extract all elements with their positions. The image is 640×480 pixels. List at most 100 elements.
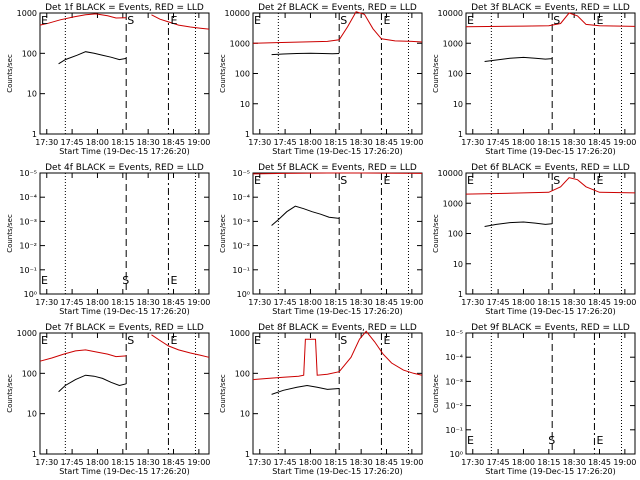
x-tick-label: 18:45 <box>375 458 398 467</box>
x-tick-label: 19:00 <box>400 298 423 307</box>
chart-panel: Det 7f BLACK = Events, RED = LLD 1 10 100 10… <box>6 323 210 476</box>
x-tick-label: 18:45 <box>375 298 398 307</box>
y-tick-label: 10⁻³ <box>232 217 250 226</box>
y-tick-label: 100 <box>235 369 250 378</box>
y-tick-label: 1000 <box>443 39 463 48</box>
y-tick-label: 10⁻³ <box>445 377 463 386</box>
chart-title: Det 8f BLACK = Events, RED = LLD <box>258 323 417 333</box>
y-tick-label: 10⁻¹ <box>232 266 250 275</box>
x-axis-label: Start Time (19-Dec-15 17:26:20) <box>485 307 616 316</box>
x-tick-label: 18:30 <box>137 138 160 147</box>
y-tick-label: 100 <box>22 49 37 58</box>
y-tick-label: 100 <box>448 70 463 79</box>
corner-marker-label: E <box>41 334 48 347</box>
start-marker-label: S <box>127 334 134 347</box>
lld-series-line <box>151 14 210 30</box>
y-tick-label: 100 <box>448 230 463 239</box>
lld-series-line <box>151 334 210 358</box>
start-marker-label: S <box>340 174 347 187</box>
x-tick-label: 18:45 <box>162 298 185 307</box>
x-tick-label: 18:30 <box>563 298 586 307</box>
x-tick-label: 17:30 <box>35 458 58 467</box>
y-axis-label: Counts/sec <box>432 54 440 93</box>
y-tick-label: 10⁰ <box>237 290 250 299</box>
y-tick-label: 1 <box>245 450 250 459</box>
x-tick-label: 18:00 <box>299 458 322 467</box>
y-tick-label: 10 <box>453 100 463 109</box>
y-axis-label: Counts/sec <box>219 214 227 253</box>
chart-panel: Det 5f BLACK = Events, RED = LLD 10⁰ 10⁻¹ 1… <box>219 163 423 316</box>
corner-marker-label: E <box>467 174 474 187</box>
chart-title: Det 7f BLACK = Events, RED = LLD <box>45 323 204 333</box>
end-marker-label: E <box>596 434 603 447</box>
chart-panel: Det 3f BLACK = Events, RED = LLD 1 10 100 10… <box>432 3 636 156</box>
events-series-line <box>58 51 127 65</box>
y-tick-label: 1000 <box>230 329 250 338</box>
x-axis-label: Start Time (19-Dec-15 17:26:20) <box>272 147 403 156</box>
y-tick-label: 10⁻¹ <box>445 426 463 435</box>
chart-title: Det 6f BLACK = Events, RED = LLD <box>471 163 630 173</box>
x-tick-label: 18:15 <box>324 298 347 307</box>
end-marker-label: E <box>170 334 177 347</box>
chart-title: Det 4f BLACK = Events, RED = LLD <box>45 163 204 173</box>
x-tick-label: 17:30 <box>35 298 58 307</box>
y-tick-label: 1 <box>245 130 250 139</box>
chart-panel: Det 8f BLACK = Events, RED = LLD 1 10 100 10… <box>219 323 423 476</box>
y-tick-label: 1 <box>458 130 463 139</box>
x-tick-label: 18:30 <box>563 138 586 147</box>
start-marker-label: S <box>548 434 555 447</box>
y-axis-label: Counts/sec <box>432 374 440 413</box>
y-tick-label: 10⁻⁴ <box>19 193 37 202</box>
x-tick-label: 19:00 <box>613 458 636 467</box>
x-axis-label: Start Time (19-Dec-15 17:26:20) <box>59 307 190 316</box>
plot-frame <box>465 332 636 455</box>
x-tick-label: 18:00 <box>86 298 109 307</box>
chart-panel: Det 2f BLACK = Events, RED = LLD 1 10 100 10… <box>219 3 423 156</box>
x-tick-label: 17:30 <box>35 138 58 147</box>
x-axis-label: Start Time (19-Dec-15 17:26:20) <box>272 467 403 476</box>
x-tick-label: 18:30 <box>137 298 160 307</box>
x-tick-label: 19:00 <box>400 458 423 467</box>
x-tick-label: 18:45 <box>375 138 398 147</box>
x-tick-label: 18:15 <box>324 138 347 147</box>
y-tick-label: 10⁻⁵ <box>19 169 37 178</box>
lld-series-line <box>252 11 423 44</box>
events-series-line <box>271 205 340 226</box>
x-tick-label: 18:30 <box>563 458 586 467</box>
x-tick-label: 19:00 <box>187 458 210 467</box>
lld-series-line <box>465 177 636 195</box>
x-tick-label: 17:30 <box>248 458 271 467</box>
x-tick-label: 18:15 <box>537 458 560 467</box>
y-axis-label: Counts/sec <box>6 54 14 93</box>
corner-marker-label: E <box>254 334 261 347</box>
y-tick-label: 10⁻⁵ <box>445 329 463 338</box>
x-tick-label: 17:30 <box>248 298 271 307</box>
y-tick-label: 10⁻¹ <box>19 266 37 275</box>
y-tick-label: 1 <box>32 450 37 459</box>
y-tick-label: 1 <box>458 290 463 299</box>
corner-marker-label: E <box>254 174 261 187</box>
lld-series-line <box>39 13 127 26</box>
plot-frame <box>39 172 210 295</box>
chart-title: Det 5f BLACK = Events, RED = LLD <box>258 163 417 173</box>
x-tick-label: 19:00 <box>187 138 210 147</box>
y-tick-label: 10 <box>453 260 463 269</box>
y-axis-label: Counts/sec <box>219 54 227 93</box>
x-tick-label: 18:30 <box>137 458 160 467</box>
end-marker-label: E <box>383 174 390 187</box>
end-marker-label: E <box>596 14 603 27</box>
x-tick-label: 17:30 <box>248 138 271 147</box>
plot-frame <box>39 332 210 455</box>
x-tick-label: 17:45 <box>487 458 510 467</box>
corner-marker-label: E <box>41 14 48 27</box>
chart-title: Det 3f BLACK = Events, RED = LLD <box>471 3 630 13</box>
x-tick-label: 17:45 <box>274 298 297 307</box>
x-axis-label: Start Time (19-Dec-15 17:26:20) <box>485 147 616 156</box>
y-tick-label: 1000 <box>443 199 463 208</box>
chart-panel: Det 1f BLACK = Events, RED = LLD 1 10 100 10… <box>6 3 210 156</box>
y-tick-label: 10000 <box>225 9 250 18</box>
y-tick-label: 10⁻³ <box>19 217 37 226</box>
chart-title: Det 1f BLACK = Events, RED = LLD <box>45 3 204 13</box>
start-marker-label: S <box>553 14 560 27</box>
y-axis-label: Counts/sec <box>219 374 227 413</box>
